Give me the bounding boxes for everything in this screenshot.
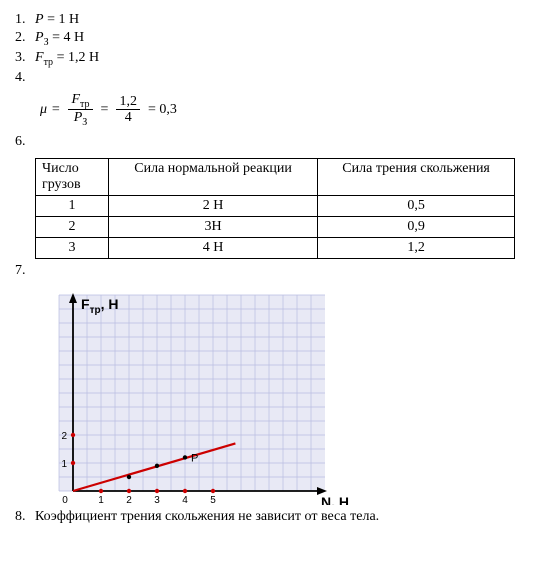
cell: 3 bbox=[36, 238, 109, 259]
frac-2: 1,2 4 bbox=[116, 94, 140, 126]
item-num: 3. bbox=[15, 50, 35, 66]
formula-mu: μ = Fтр PЗ = 1,2 4 = 0,3 bbox=[40, 92, 535, 129]
item-6: 6. bbox=[15, 134, 535, 150]
mu: μ bbox=[40, 102, 47, 118]
svg-text:1: 1 bbox=[61, 459, 67, 470]
item-num: 6. bbox=[15, 134, 35, 150]
val: = 4 Н bbox=[52, 30, 84, 45]
cell: 2 bbox=[36, 217, 109, 238]
frac-1: Fтр PЗ bbox=[68, 92, 92, 129]
cell: 1,2 bbox=[318, 238, 515, 259]
item-3: 3. Fтр = 1,2 Н bbox=[15, 50, 535, 68]
svg-text:2: 2 bbox=[126, 495, 132, 505]
item-1: 1. P = 1 Н bbox=[15, 12, 535, 28]
table-row: 1 2 Н 0,5 bbox=[36, 196, 515, 217]
chart-svg: 12345120PFтр, НN, Н bbox=[45, 285, 355, 505]
frac-den: PЗ bbox=[71, 110, 91, 128]
svg-text:4: 4 bbox=[182, 495, 188, 505]
frac-num: Fтр bbox=[68, 92, 92, 111]
friction-chart: 12345120PFтр, НN, Н bbox=[45, 285, 535, 505]
cell: 0,5 bbox=[318, 196, 515, 217]
table-header-row: Число грузов Сила нормальной реакции Сил… bbox=[36, 159, 515, 196]
item-text: Fтр = 1,2 Н bbox=[35, 50, 535, 68]
item-text: Коэффициент трения скольжения не зависит… bbox=[35, 509, 535, 525]
sub: З bbox=[44, 37, 49, 48]
svg-text:3: 3 bbox=[154, 495, 160, 505]
table-row: 3 4 Н 1,2 bbox=[36, 238, 515, 259]
sub: тр bbox=[44, 57, 54, 68]
eq: = bbox=[51, 102, 60, 118]
table-row: 2 3Н 0,9 bbox=[36, 217, 515, 238]
item-8: 8. Коэффициент трения скольжения не зави… bbox=[15, 509, 535, 525]
cell: 3Н bbox=[109, 217, 318, 238]
item-7: 7. bbox=[15, 263, 535, 279]
val: = 1 Н bbox=[47, 12, 79, 27]
cell: 1 bbox=[36, 196, 109, 217]
item-2: 2. PЗ = 4 Н bbox=[15, 30, 535, 48]
var: P bbox=[35, 30, 44, 45]
svg-text:N, Н: N, Н bbox=[321, 494, 349, 505]
svg-text:0: 0 bbox=[62, 495, 68, 505]
item-num: 8. bbox=[15, 509, 35, 525]
cell: 0,9 bbox=[318, 217, 515, 238]
item-num: 7. bbox=[15, 263, 35, 279]
item-num: 2. bbox=[15, 30, 35, 46]
svg-text:2: 2 bbox=[61, 431, 67, 442]
var: F bbox=[35, 50, 44, 65]
item-num: 4. bbox=[15, 70, 35, 86]
col-header: Сила трения скольжения bbox=[318, 159, 515, 196]
eq: = bbox=[101, 102, 109, 118]
item-4: 4. bbox=[15, 70, 535, 86]
cell: 2 Н bbox=[109, 196, 318, 217]
svg-text:P: P bbox=[191, 453, 198, 465]
var: P bbox=[35, 12, 44, 27]
svg-text:5: 5 bbox=[210, 495, 216, 505]
result: = 0,3 bbox=[148, 102, 177, 118]
item-num: 1. bbox=[15, 12, 35, 28]
col-header: Число грузов bbox=[36, 159, 109, 196]
val: = 1,2 Н bbox=[57, 50, 100, 65]
frac-den: 4 bbox=[122, 110, 135, 125]
svg-text:1: 1 bbox=[98, 495, 104, 505]
data-table: Число грузов Сила нормальной реакции Сил… bbox=[35, 158, 515, 259]
col-header: Сила нормальной реакции bbox=[109, 159, 318, 196]
frac-num: 1,2 bbox=[116, 94, 140, 110]
item-text: P = 1 Н bbox=[35, 12, 535, 28]
cell: 4 Н bbox=[109, 238, 318, 259]
item-text: PЗ = 4 Н bbox=[35, 30, 535, 48]
